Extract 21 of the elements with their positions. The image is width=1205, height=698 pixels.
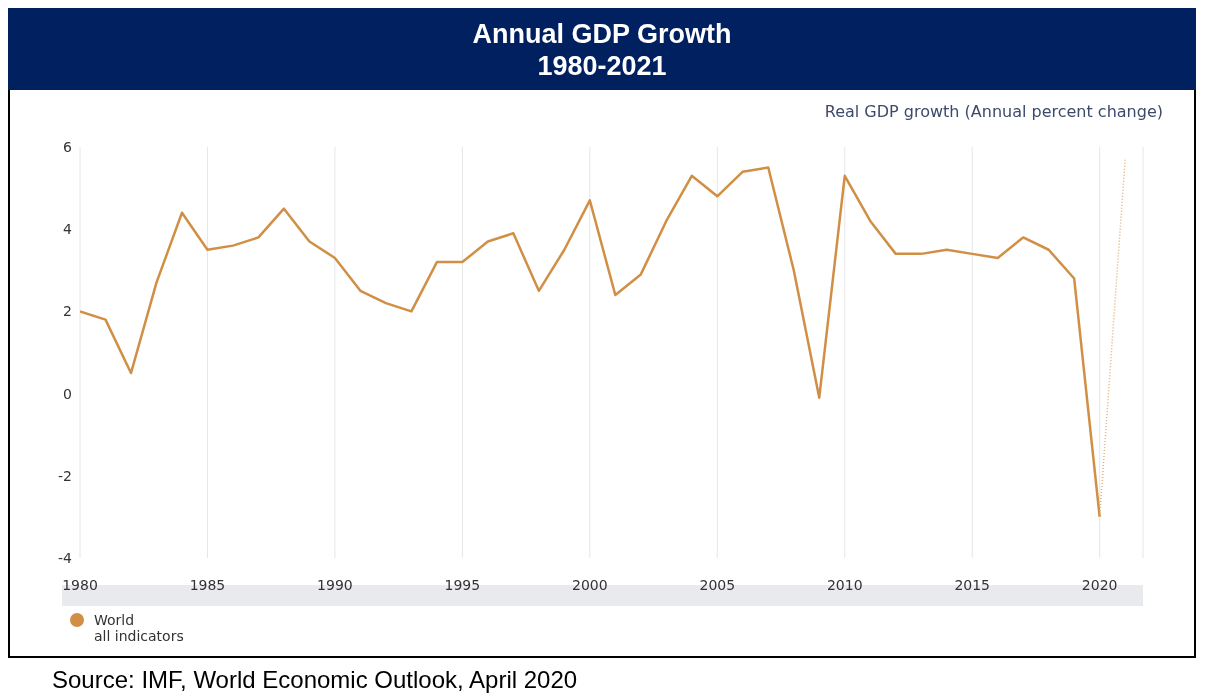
chart-subtitle: Real GDP growth (Annual percent change) <box>824 102 1163 121</box>
y-tick-label: -2 <box>58 467 72 484</box>
y-tick-label: 4 <box>63 221 73 238</box>
source-note: Source: IMF, World Economic Outlook, April 2020 <box>52 666 578 694</box>
y-tick-label: 0 <box>63 385 72 402</box>
y-tick-label: 6 <box>63 138 73 155</box>
x-tick-label: 2005 <box>699 576 736 593</box>
line-series <box>80 166 1101 519</box>
x-tick-label: 1985 <box>189 576 226 593</box>
x-tick-label: 2000 <box>572 576 608 593</box>
x-tick-label: 2020 <box>1081 576 1118 593</box>
legend-label: World <box>94 612 135 628</box>
y-tick-label: 2 <box>63 303 72 320</box>
x-tick-label: 1990 <box>317 576 353 593</box>
text: all indicators <box>94 628 184 644</box>
x-tick-label: 1995 <box>444 576 481 593</box>
y-tick-label: -4 <box>58 549 73 566</box>
x-tick-label: 1980 <box>62 576 98 593</box>
x-tick-label: 2010 <box>826 576 863 593</box>
x-tick-label: 2015 <box>954 576 991 593</box>
chart-title: Annual GDP Growth 1980-2021 <box>8 8 1196 90</box>
